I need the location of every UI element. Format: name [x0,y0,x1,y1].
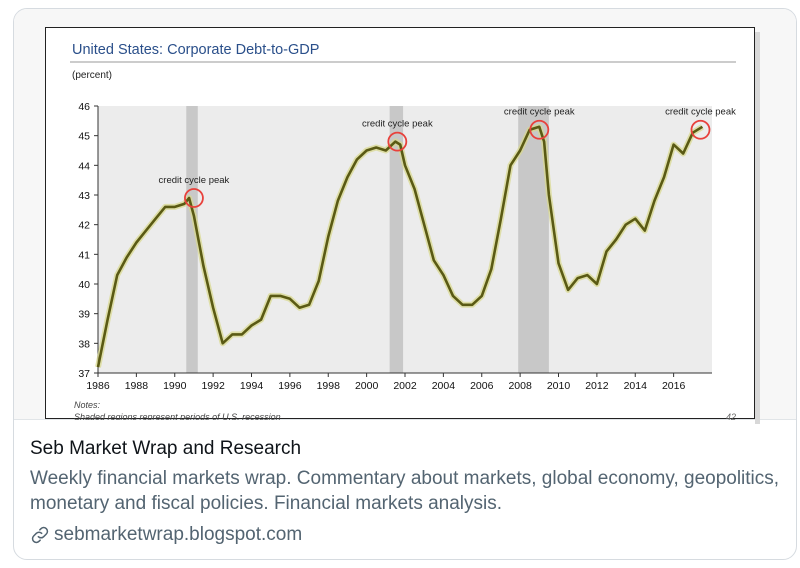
y-tick-label: 42 [78,220,90,232]
x-tick-label: 2004 [432,380,456,392]
x-tick-label: 1988 [125,380,149,392]
y-tick-label: 43 [78,190,90,202]
x-tick-label: 1994 [240,380,264,392]
card-title[interactable]: Seb Market Wrap and Research [30,438,302,459]
y-tick-label: 46 [78,101,90,113]
y-tick-label: 39 [78,309,90,321]
card-description: Weekly financial markets wrap. Commentar… [30,468,780,514]
peak-marker-circle [387,131,408,152]
y-tick-label: 41 [78,249,90,261]
chart-subtitle: (percent) [72,70,112,81]
y-tick-label: 45 [78,131,90,143]
peak-annotation-label: credit cycle peak [362,119,433,130]
peak-annotation-label: credit cycle peak [665,107,736,118]
x-tick-label: 2008 [508,380,532,392]
x-tick-label: 1990 [163,380,187,392]
link-icon [31,526,49,544]
x-tick-label: 2014 [624,380,648,392]
chart-title: United States: Corporate Debt-to-GDP [72,42,319,58]
plot-area: 37 38 39 40 41 42 43 44 45 46 1986 1988 1990 1992 1994… [78,101,736,392]
link-preview-card[interactable]: United States: Corporate Debt-to-GDP (pe… [13,8,797,560]
recession-band [389,106,404,373]
card-image[interactable]: United States: Corporate Debt-to-GDP (pe… [14,9,796,424]
y-tick-label: 38 [78,338,90,350]
notes-label: Notes: [74,400,101,410]
card-text[interactable]: Seb Market Wrap and Research Weekly fina… [30,437,790,547]
card-domain[interactable]: sebmarketwrap.blogspot.com [54,524,303,545]
notes-text: Shaded regions represent periods of U.S.… [74,412,281,420]
series-line [96,125,704,368]
peak-annotation-label: credit cycle peak [504,107,575,118]
y-tick-label: 37 [78,368,90,380]
x-tick-label: 1996 [278,380,302,392]
peak-annotation-label: credit cycle peak [159,175,230,186]
peak-marker-circle [184,188,204,208]
card-domain-link[interactable]: sebmarketwrap.blogspot.com [30,523,790,547]
x-tick-label: 2012 [585,380,609,392]
peak-marker-circle [529,119,550,140]
x-tick-label: 1992 [201,380,225,392]
x-tick-label: 2002 [393,380,417,392]
x-tick-label: 2010 [547,380,571,392]
page-number: 42 [726,412,736,420]
x-tick-label: 2006 [470,380,494,392]
x-tick-label: 1998 [317,380,341,392]
x-tick-label: 1986 [86,380,110,392]
peak-marker-circle [690,119,711,140]
y-tick-label: 44 [78,160,90,172]
debt-to-gdp-chart: United States: Corporate Debt-to-GDP (pe… [70,42,736,420]
y-tick-label: 40 [78,279,90,291]
x-tick-label: 2000 [355,380,379,392]
chart-slide: United States: Corporate Debt-to-GDP (pe… [45,27,760,424]
recession-band [186,106,198,373]
x-tick-label: 2016 [662,380,686,392]
